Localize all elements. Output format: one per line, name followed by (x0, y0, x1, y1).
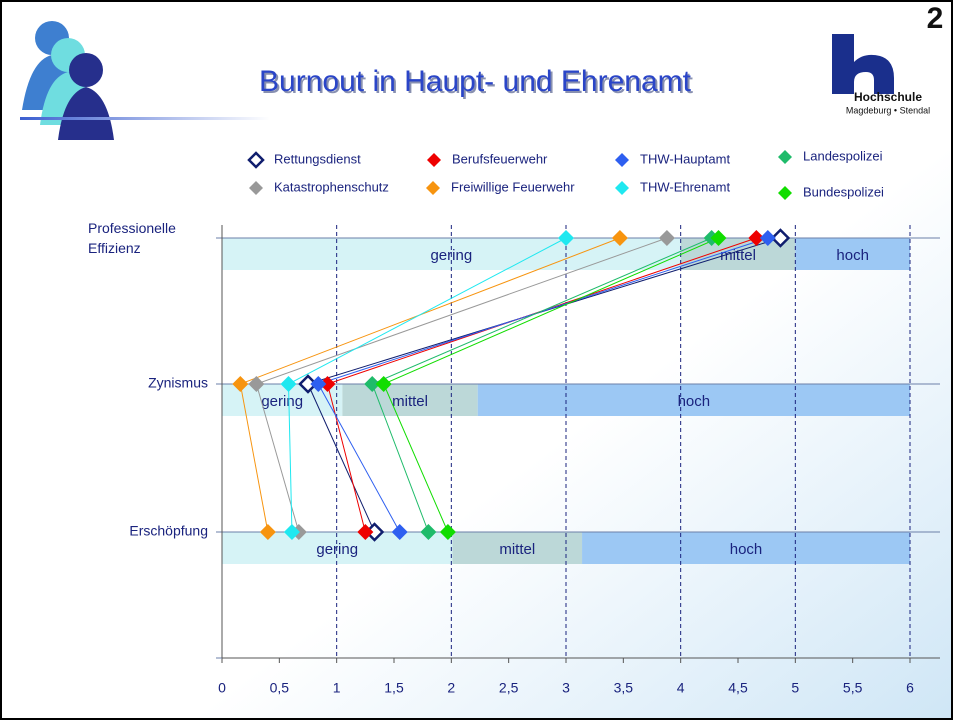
band-label: hoch (836, 247, 869, 264)
band-label: hoch (678, 393, 711, 410)
x-tick-label: 1 (333, 680, 341, 696)
band-label: gering (316, 541, 358, 558)
chart-title: Burnout in Haupt- und Ehrenamt (259, 65, 692, 98)
legend-label: THW-Hauptamt (640, 151, 730, 166)
x-tick-label: 3 (562, 680, 570, 696)
logo-name: Hochschule (854, 90, 922, 104)
x-tick-label: 2,5 (499, 680, 519, 696)
legend-label: Landespolizei (803, 148, 883, 163)
legend-label: THW-Ehrenamt (640, 179, 730, 194)
x-tick-label: 4,5 (728, 680, 748, 696)
legend-label: Katastrophenschutz (274, 179, 389, 194)
legend-label: Freiwillige Feuerwehr (451, 179, 575, 194)
x-tick-label: 3,5 (614, 680, 634, 696)
x-tick-label: 5 (791, 680, 799, 696)
band-label: mittel (499, 541, 535, 558)
legend-label: Berufsfeuerwehr (452, 151, 548, 166)
y-tick-label: Erschöpfung (129, 523, 208, 539)
logo-superscript: 2 (927, 2, 944, 35)
legend-label: Bundespolizei (803, 184, 884, 199)
y-tick-label: Zynismus (148, 375, 208, 391)
title-rule (20, 117, 270, 120)
x-tick-label: 2 (447, 680, 455, 696)
slide: Burnout in Haupt- und Ehrenamt Burnout i… (0, 0, 953, 720)
legend-label: Rettungsdienst (274, 151, 361, 166)
logo-place: Magdeburg • Stendal (846, 105, 930, 115)
x-tick-label: 5,5 (843, 680, 863, 696)
slide-frame (1, 1, 952, 719)
page: Burnout in Haupt- und Ehrenamt Burnout i… (0, 0, 953, 720)
x-tick-label: 0,5 (270, 680, 290, 696)
x-tick-label: 1,5 (384, 680, 404, 696)
band-label: mittel (392, 393, 428, 410)
band-label: hoch (730, 541, 763, 558)
x-tick-label: 6 (906, 680, 914, 696)
band-label: gering (261, 393, 303, 410)
x-tick-label: 4 (677, 680, 685, 696)
x-tick-label: 0 (218, 680, 226, 696)
